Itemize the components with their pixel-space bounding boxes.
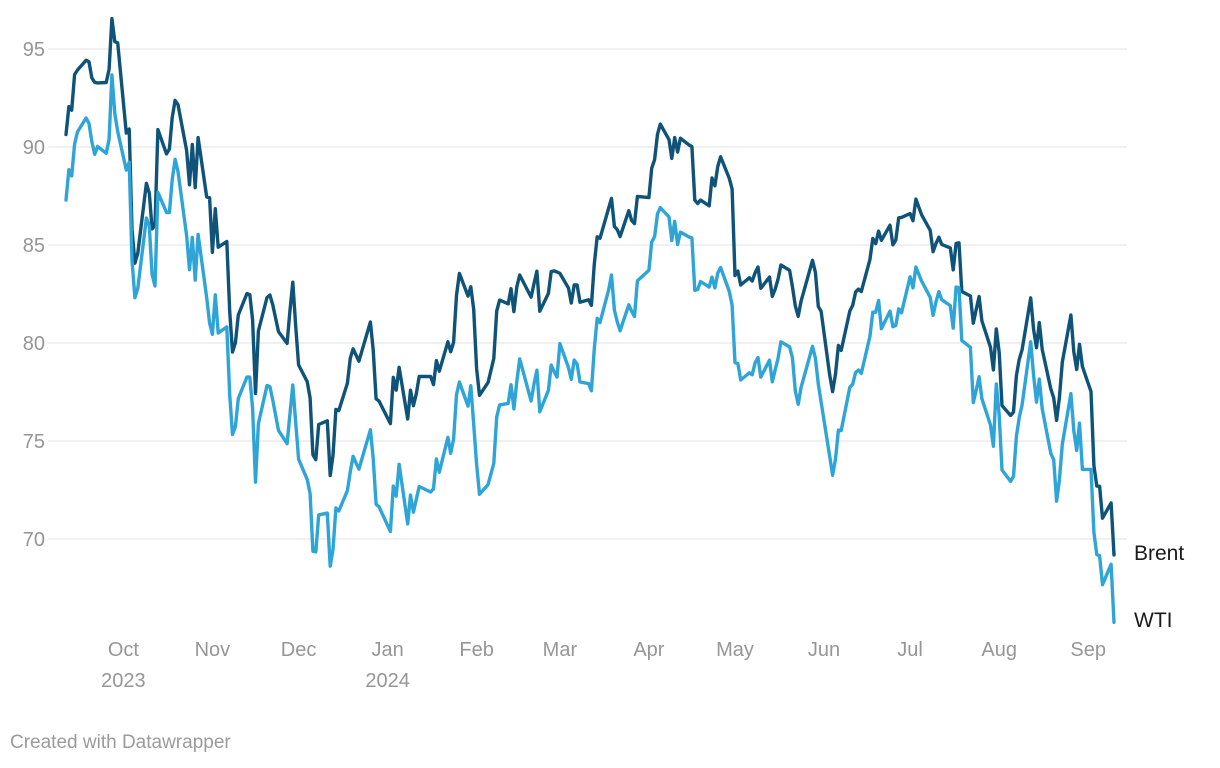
series-line-wti [64,73,1116,624]
x-tick-label-jan: Jan [371,639,403,661]
x-tick-label-feb: Feb [459,639,493,661]
x-tick-label-jul: Jul [897,639,923,661]
x-tick-sublabel-2024: 2024 [365,670,410,692]
datawrapper-credit-link[interactable]: Created with Datawrapper [10,732,231,753]
y-tick-label-95: 95 [23,39,45,61]
series-label-brent: Brent [1134,542,1185,565]
y-tick-label-85: 85 [23,235,45,257]
x-tick-label-jun: Jun [808,639,840,661]
x-tick-label-apr: Apr [633,639,664,661]
x-tick-label-dec: Dec [281,639,317,661]
x-tick-label-aug: Aug [981,639,1017,661]
series-label-wti: WTI [1134,609,1173,632]
x-tick-label-nov: Nov [195,639,231,661]
x-tick-label-mar: Mar [543,639,578,661]
y-tick-label-80: 80 [23,333,45,355]
y-tick-label-70: 70 [23,529,45,551]
x-tick-sublabel-2023: 2023 [101,670,146,692]
x-tick-label-sep: Sep [1070,639,1106,661]
y-tick-label-90: 90 [23,137,45,159]
series-line-brent [64,16,1116,557]
x-tick-label-may: May [716,639,754,661]
y-tick-label-75: 75 [23,431,45,453]
x-tick-label-oct: Oct [108,639,140,661]
